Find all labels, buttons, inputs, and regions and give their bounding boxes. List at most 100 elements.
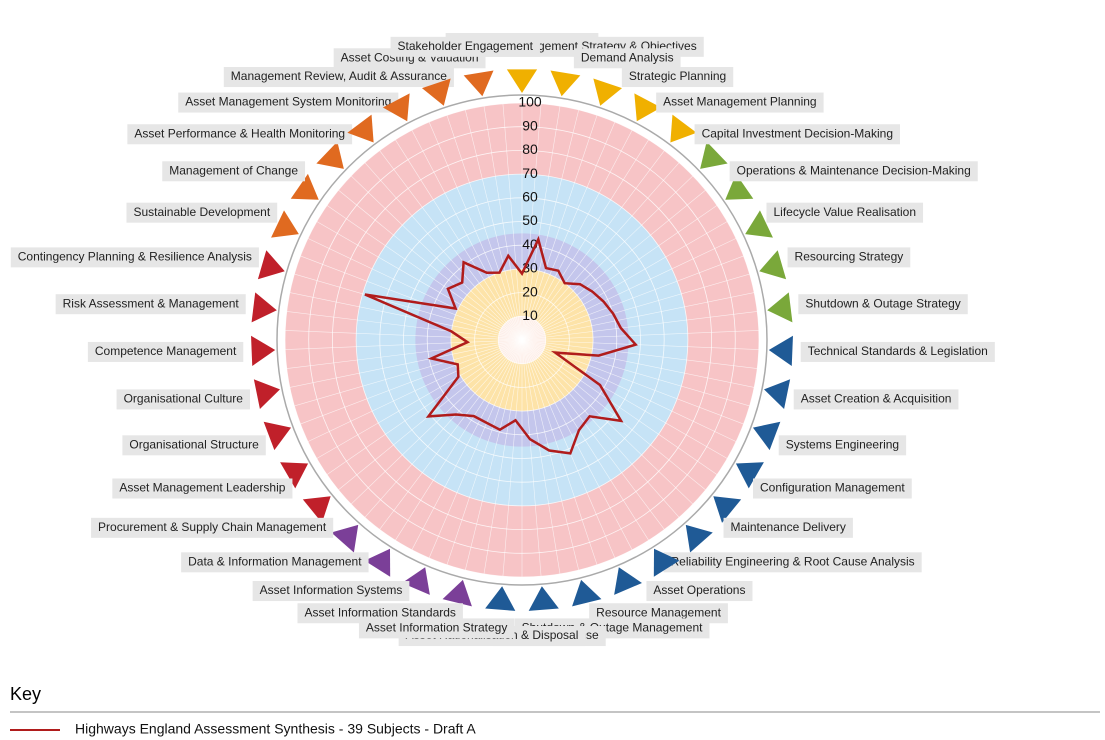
category-tick [572, 579, 602, 607]
spoke [521, 339, 633, 550]
category-tick [442, 579, 472, 607]
spoke [464, 109, 523, 341]
spoke [521, 121, 616, 341]
category-tick [506, 69, 538, 93]
category-label: Systems Engineering [778, 435, 907, 456]
category-tick [271, 210, 299, 238]
label-box [181, 552, 369, 573]
spoke [395, 339, 523, 541]
spoke [294, 339, 523, 407]
category-label-text: Sustainable Development [133, 205, 270, 219]
category-label-text: Systems Engineering [786, 437, 899, 451]
spoke [521, 330, 759, 341]
category-label: Organisational Structure [122, 435, 266, 456]
spoke [300, 339, 523, 425]
r-tick-label: 90 [522, 117, 538, 133]
category-label-text: Asset Management Leadership [119, 481, 285, 495]
spoke [285, 330, 523, 341]
spoke [286, 311, 523, 341]
spoke [379, 150, 523, 341]
spoke [379, 339, 523, 530]
spoke [521, 189, 706, 341]
spoke [307, 238, 523, 341]
category-label: Technical Standards & Legislation [800, 341, 995, 362]
category-tick [768, 335, 793, 367]
spoke [521, 311, 758, 341]
category-label-text: Maintenance Delivery [731, 520, 846, 534]
spoke [446, 339, 523, 565]
label-box [694, 124, 901, 145]
spoke [521, 103, 542, 341]
category-tick [402, 567, 430, 595]
label-box [793, 389, 959, 410]
category-tick [713, 496, 742, 523]
category-label: Resourcing Strategy [787, 247, 911, 268]
category-label-text: Management of Change [169, 163, 298, 177]
category-tick [251, 292, 277, 323]
category-label-text: Resource Management [596, 605, 721, 619]
spoke [521, 238, 737, 341]
r-tick-label: 70 [522, 165, 538, 181]
category-tick [251, 335, 276, 367]
spoke [521, 339, 694, 505]
spoke [294, 273, 523, 341]
category-label-text: Resourcing Strategy [795, 250, 904, 264]
label-box [621, 67, 734, 88]
legend-label: Highways England Assessment Synthesis - … [75, 721, 476, 737]
category-tick [257, 250, 285, 280]
label-box [10, 247, 259, 268]
label-box [663, 552, 922, 573]
category-label: Asset Management Leadership [112, 478, 293, 499]
category-label-text: Demand Analysis [581, 50, 674, 64]
category-tick [670, 114, 697, 143]
category-label-text: Contingency Planning & Resilience Analys… [18, 250, 252, 264]
category-tick [745, 210, 773, 238]
spoke [521, 109, 580, 341]
category-label: Contingency Planning & Resilience Analys… [10, 247, 259, 268]
spoke [502, 339, 523, 577]
label-box [127, 124, 353, 145]
category-label-text: Organisational Structure [129, 437, 259, 451]
category-label-text: Asset Performance & Health Monitoring [134, 126, 345, 140]
category-label: Reliability Engineering & Root Cause Ana… [663, 552, 922, 573]
spoke [521, 150, 665, 341]
label-box [656, 92, 824, 113]
spoke [289, 339, 523, 388]
category-label: Strategic Planning [621, 67, 734, 88]
category-tick [634, 93, 662, 122]
category-label: Asset Management Planning [656, 92, 824, 113]
r-tick-label: 50 [522, 212, 538, 228]
category-label: Stakeholder Engagement [390, 36, 540, 57]
category-label-text: Lifecycle Value Realisation [774, 205, 917, 219]
spoke [521, 339, 718, 475]
spoke [521, 339, 758, 369]
category-label-text: Management Review, Audit & Assurance [231, 69, 447, 83]
spoke [521, 205, 718, 341]
spoke [521, 106, 561, 341]
radar-line [364, 235, 638, 455]
category-label-text: Stakeholder Engagement [398, 39, 534, 53]
r-tick-label: 20 [522, 283, 538, 299]
label-box [162, 161, 306, 182]
category-tick [302, 496, 331, 523]
spoke [300, 255, 523, 341]
category-tick [382, 93, 410, 122]
spoke [521, 339, 750, 407]
spoke [521, 175, 694, 341]
category-label: Procurement & Supply Chain Management [91, 517, 334, 538]
category-tick [331, 524, 359, 553]
category-label-text: Asset Information Strategy [366, 621, 507, 635]
category-tick [463, 70, 494, 97]
category-tick [700, 141, 728, 169]
spoke [326, 339, 523, 475]
spoke [395, 139, 523, 341]
category-tick [653, 548, 680, 577]
spoke [521, 339, 649, 541]
category-tick [316, 141, 344, 169]
spoke [326, 205, 523, 341]
category-tick [764, 379, 791, 409]
spoke [316, 339, 523, 459]
spoke [521, 339, 616, 559]
category-tick [735, 462, 764, 489]
